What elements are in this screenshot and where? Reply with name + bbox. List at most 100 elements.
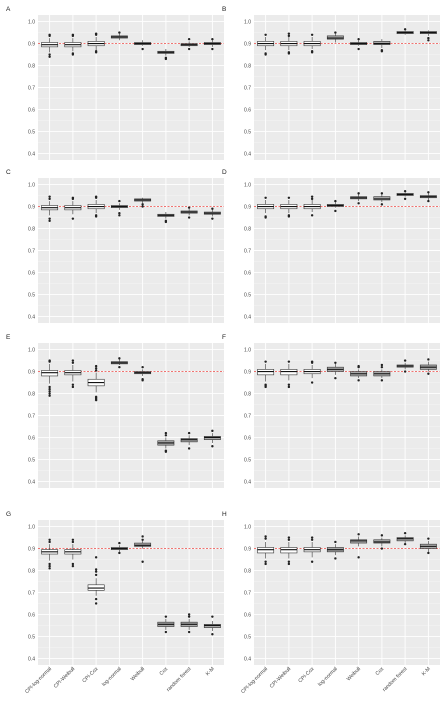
outlier-point <box>118 365 121 369</box>
panel-label: C <box>6 169 11 176</box>
box-CPI-log-normal <box>257 360 275 389</box>
outlier-point <box>334 376 337 380</box>
outlier-point <box>71 33 75 36</box>
outlier-point <box>141 203 144 206</box>
y-tick-label: 0.7 <box>28 249 35 255</box>
box-K-M <box>419 358 437 375</box>
box-random forest <box>396 189 414 201</box>
outlier-point <box>187 615 191 618</box>
outlier-point <box>403 189 407 193</box>
outlier-point <box>287 51 291 54</box>
box-CPI-Weibull <box>64 196 82 220</box>
panel-label: F <box>222 334 226 341</box>
outlier-point <box>164 219 168 223</box>
outlier-point <box>334 209 337 213</box>
outlier-point <box>141 378 144 381</box>
outlier-point <box>310 50 314 53</box>
outlier-point <box>94 556 98 559</box>
outlier-point <box>310 560 314 563</box>
outlier-point <box>310 214 314 217</box>
outlier-point <box>264 562 267 566</box>
y-tick-label: 0.8 <box>28 569 35 575</box>
outlier-point <box>141 538 144 541</box>
outlier-point <box>48 387 51 391</box>
outlier-point <box>287 214 291 217</box>
y-tick-label: 0.9 <box>244 42 251 48</box>
outlier-point <box>48 217 51 220</box>
box-CPI-log-normal <box>41 195 59 223</box>
box-log-normal <box>326 199 344 213</box>
y-tick-label: 0.7 <box>28 414 35 420</box>
outlier-point <box>71 385 75 389</box>
y-tick-label: 0.6 <box>244 612 251 618</box>
outlier-point <box>118 199 121 203</box>
y-tick-label: 0.7 <box>244 414 251 420</box>
outlier-point <box>94 573 98 577</box>
outlier-point <box>48 33 51 36</box>
outlier-point <box>357 192 360 195</box>
outlier-point <box>287 560 291 563</box>
x-tick-label: K-M <box>205 666 216 677</box>
box-K-M <box>203 429 221 448</box>
outlier-point <box>380 365 384 369</box>
panel-label: B <box>222 6 226 13</box>
y-tick-label: 0.9 <box>244 370 251 376</box>
outlier-point <box>118 211 121 215</box>
outlier-point <box>380 48 384 52</box>
outlier-point <box>118 541 121 545</box>
panel-label: G <box>6 511 11 518</box>
outlier-point <box>357 556 360 559</box>
outlier-point <box>403 531 407 535</box>
box-Cox <box>373 363 391 382</box>
outlier-point <box>48 55 51 58</box>
box-Weibull <box>350 364 368 382</box>
panel-label: A <box>6 6 11 13</box>
outlier-point <box>380 203 384 206</box>
outlier-point <box>264 360 267 363</box>
outlier-point <box>403 370 407 373</box>
x-tick-label: random forest <box>166 666 193 693</box>
outlier-point <box>357 37 360 41</box>
box-CPI-Cox <box>303 195 321 217</box>
outlier-point <box>287 562 291 566</box>
outlier-point <box>310 381 314 384</box>
outlier-point <box>71 564 75 568</box>
outlier-point <box>141 47 144 51</box>
y-tick-label: 0.4 <box>28 656 35 662</box>
outlier-point <box>211 445 214 448</box>
outlier-point <box>287 196 291 199</box>
x-tick-label: CPI-log-normal <box>24 666 53 695</box>
outlier-point <box>164 615 168 618</box>
outlier-point <box>334 540 337 544</box>
outlier-point <box>48 538 51 541</box>
outlier-point <box>94 195 98 198</box>
y-tick-label: 0.9 <box>28 205 35 211</box>
panel-label: H <box>222 511 227 518</box>
box-K-M <box>203 615 221 636</box>
outlier-point <box>334 361 337 364</box>
outlier-point <box>380 547 384 550</box>
y-tick-label: 0.5 <box>244 457 251 463</box>
outlier-point <box>94 369 98 372</box>
x-tick-label: log-normal <box>101 666 123 688</box>
panel-C: C 0.4 0.5 0.6 0.7 0.8 0.9 1.0 <box>6 169 224 323</box>
box-Weibull <box>134 40 152 51</box>
x-tick-label: CPI-log-normal <box>240 666 269 695</box>
outlier-point <box>94 570 98 573</box>
box-log-normal <box>110 199 128 217</box>
box-CPI-Cox <box>303 536 321 563</box>
outlier-point <box>118 357 121 360</box>
x-tick-label: K-M <box>421 666 432 677</box>
outlier-point <box>118 214 121 217</box>
x-tick-label: Weibull <box>346 666 362 682</box>
y-tick-label: 0.5 <box>244 292 251 298</box>
y-tick-label: 0.6 <box>244 270 251 276</box>
outlier-point <box>211 47 214 51</box>
box-Cox <box>157 212 175 224</box>
outlier-point <box>287 34 291 38</box>
outlier-point <box>264 560 267 563</box>
box-Weibull <box>350 37 368 51</box>
outlier-point <box>427 551 430 555</box>
outlier-point <box>71 217 75 220</box>
